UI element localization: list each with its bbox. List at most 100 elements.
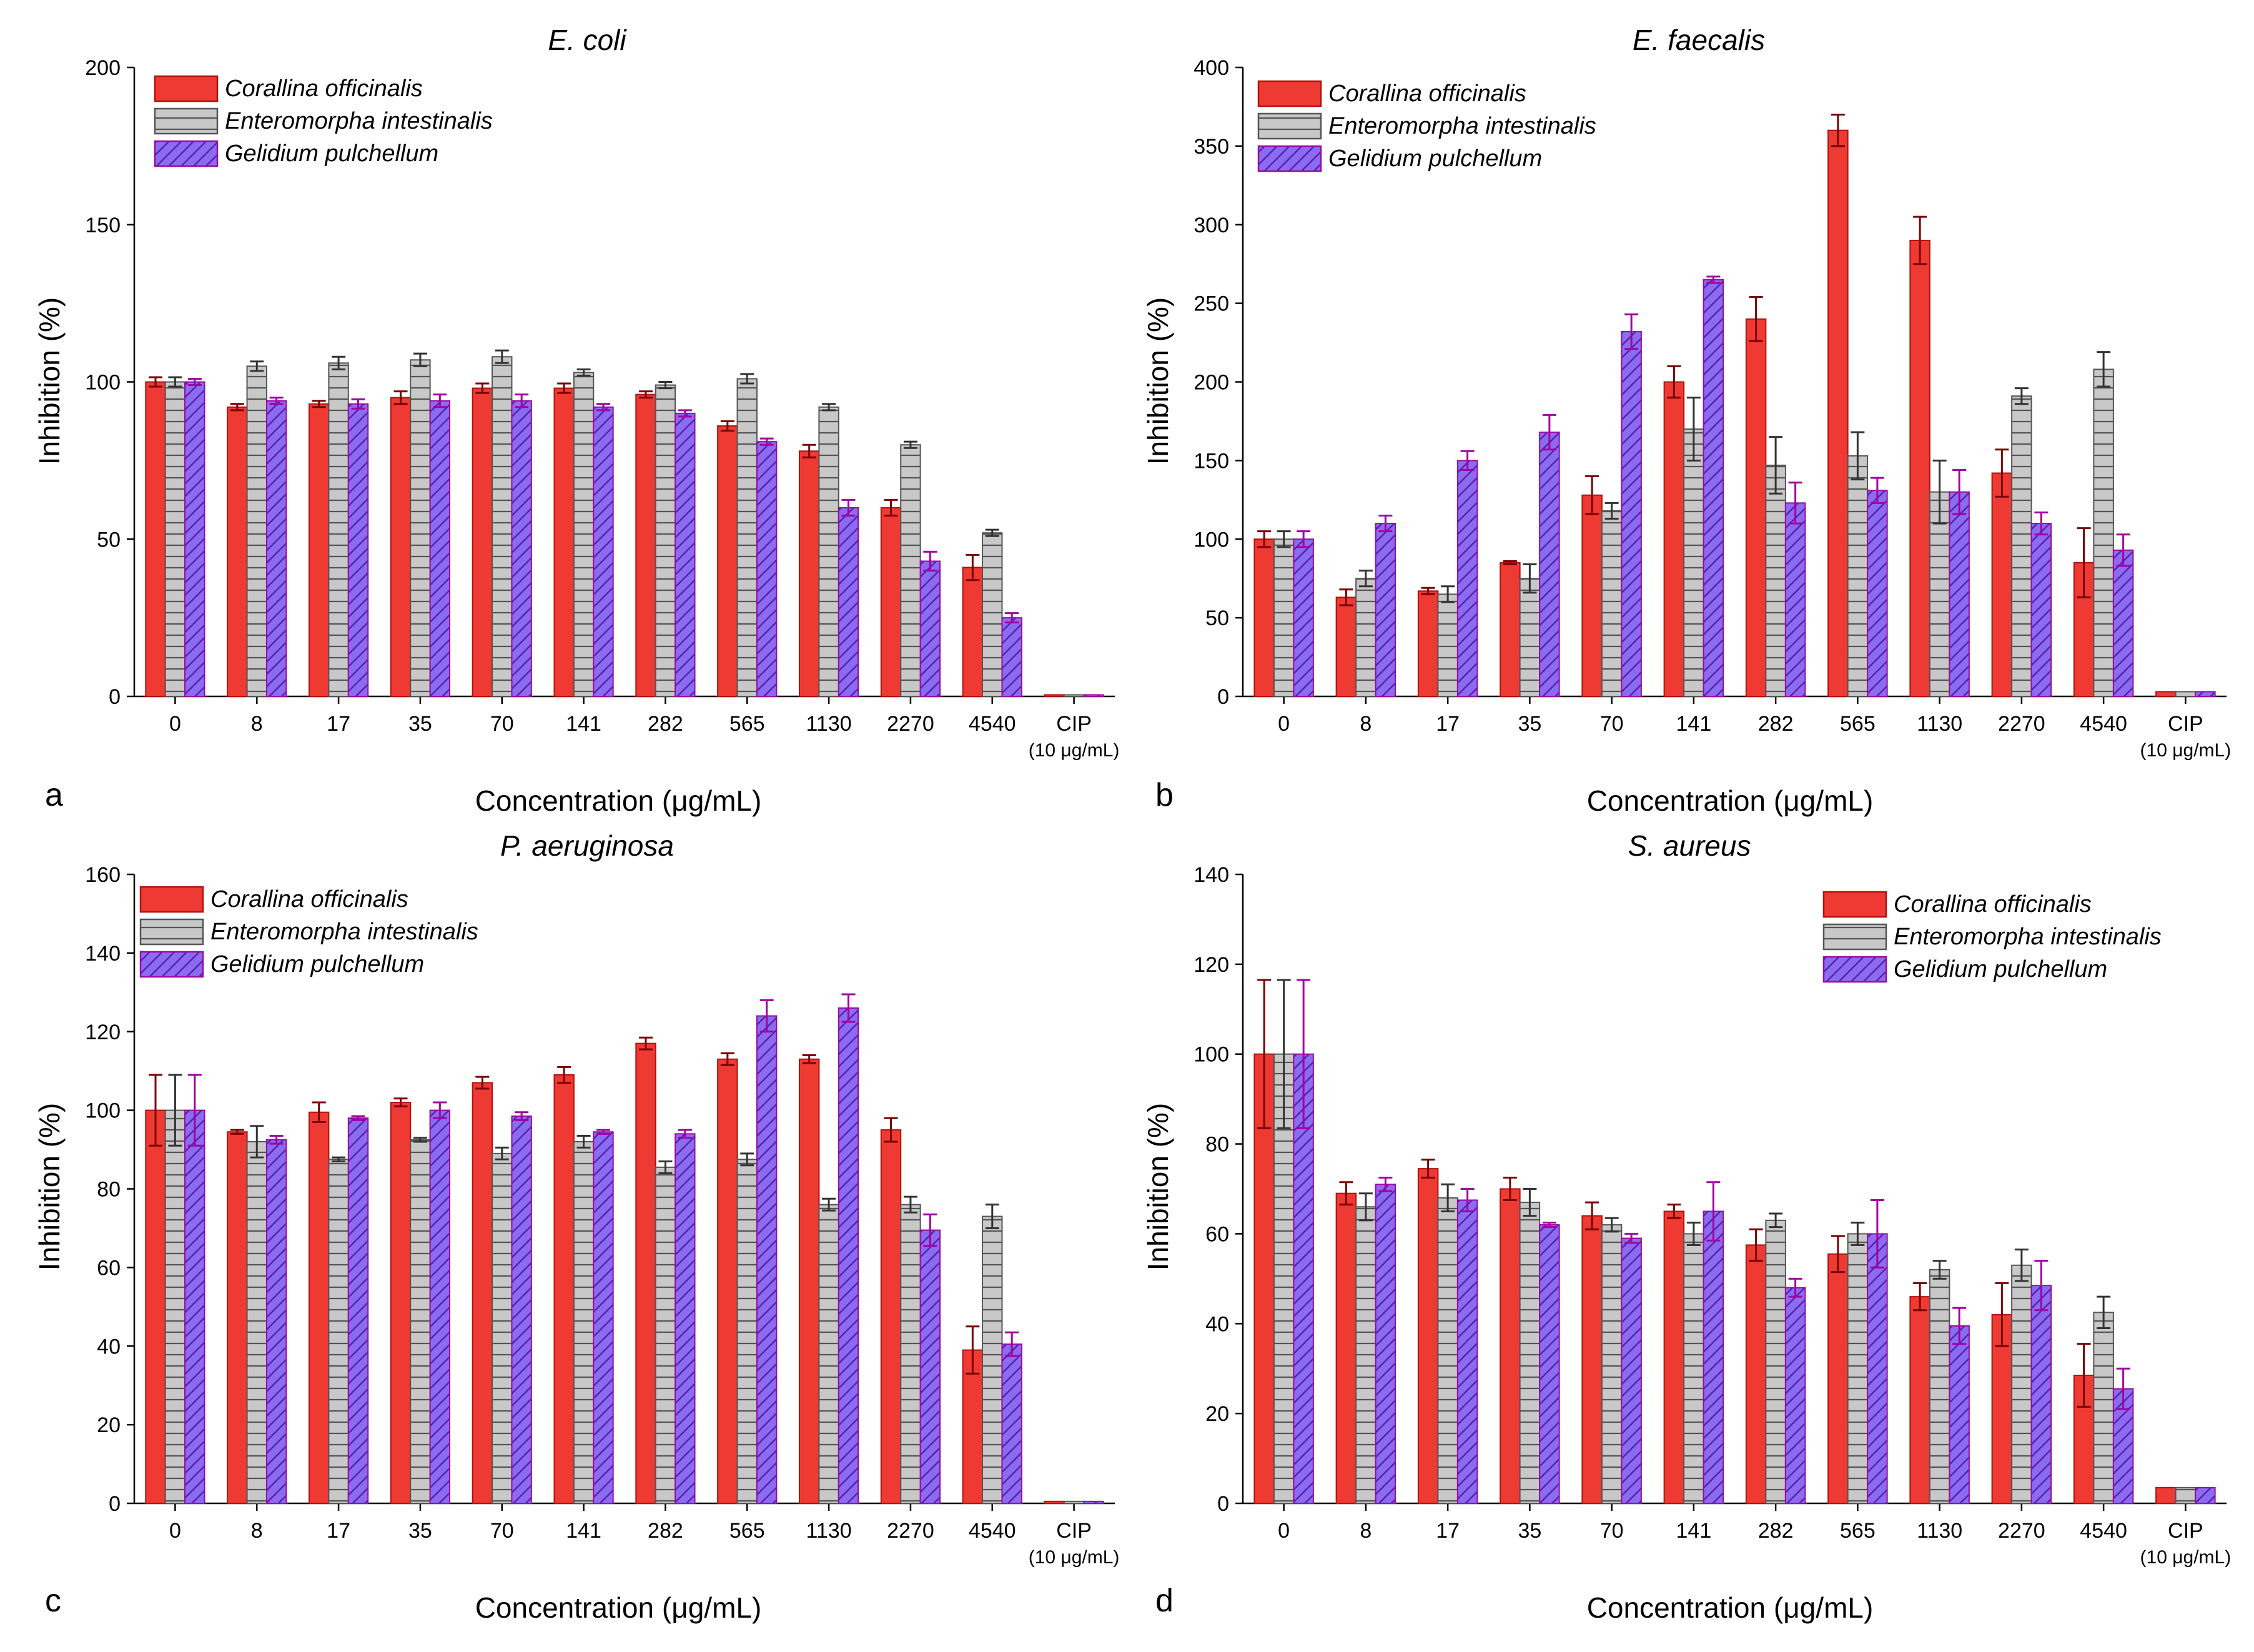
bar-enteromorpha-intestinalis bbox=[2011, 1264, 2032, 1504]
x-tick-label: 4540 bbox=[2080, 1519, 2127, 1543]
y-axis-label: Inhibition (%) bbox=[33, 297, 66, 465]
bar-gelidium-pulchellum bbox=[347, 1117, 369, 1504]
error-bar bbox=[759, 437, 774, 446]
error-bar bbox=[269, 397, 284, 405]
bar-enteromorpha-intestinalis bbox=[492, 356, 513, 697]
x-tick-label: 2270 bbox=[887, 712, 934, 736]
legend-label: Corallina officinalis bbox=[225, 76, 423, 102]
x-tick-label: 70 bbox=[1600, 1519, 1624, 1543]
plot-b: 0 50 100 150 200 250 300 350 400 0 8 17 35 70 141 282 56… bbox=[1194, 56, 2231, 761]
y-tick-label: 40 bbox=[1205, 1312, 1229, 1336]
plot-a: 0 50 100 150 200 0 8 17 35 70 141 282 565 1130 2270 454… bbox=[85, 56, 1119, 761]
error-bar bbox=[1667, 365, 1681, 399]
bar-gelidium-pulchellum bbox=[1001, 617, 1022, 697]
y-tick-label: 0 bbox=[109, 685, 121, 709]
x-tick-label: 1130 bbox=[806, 1519, 852, 1543]
error-bar bbox=[312, 1101, 326, 1124]
bar-corallina-officinalis bbox=[1253, 538, 1275, 697]
bar-gelidium-pulchellum bbox=[184, 1109, 205, 1504]
bar-enteromorpha-intestinalis bbox=[1601, 1224, 1623, 1504]
error-bar bbox=[187, 377, 202, 387]
bar-enteromorpha-intestinalis bbox=[1683, 1233, 1704, 1505]
error-bar bbox=[351, 1115, 365, 1121]
error-bar bbox=[1441, 1183, 1455, 1212]
error-bar bbox=[576, 368, 591, 377]
error-bar bbox=[822, 403, 836, 412]
error-bar bbox=[1378, 1177, 1393, 1192]
error-bar bbox=[1706, 275, 1721, 284]
error-bar bbox=[250, 1125, 264, 1159]
panel-title: E. faecalis bbox=[1633, 24, 1765, 56]
bar-corallina-officinalis bbox=[1745, 1244, 1767, 1505]
error-bar bbox=[1523, 1188, 1537, 1217]
y-tick-label: 300 bbox=[1194, 214, 1229, 237]
bar-enteromorpha-intestinalis bbox=[1519, 1202, 1541, 1505]
legend-swatch bbox=[1257, 145, 1322, 172]
error-bar bbox=[2034, 511, 2049, 536]
error-bar bbox=[332, 355, 346, 370]
error-bar bbox=[1297, 979, 1311, 1129]
legend: Corallina officinalis Enteromorpha intest… bbox=[1257, 80, 1596, 172]
bar-corallina-officinalis bbox=[1335, 1192, 1357, 1504]
error-bar bbox=[1421, 586, 1435, 595]
error-bar bbox=[759, 999, 774, 1033]
panel-letter-b: b bbox=[1155, 777, 1174, 813]
bar-gelidium-pulchellum bbox=[593, 406, 614, 698]
y-axis-label: Inhibition (%) bbox=[33, 1103, 66, 1270]
error-bar bbox=[985, 528, 999, 537]
y-tick-label: 60 bbox=[1205, 1222, 1229, 1246]
bar-corallina-officinalis bbox=[798, 1058, 820, 1504]
bar-corallina-officinalis bbox=[2155, 1486, 2177, 1504]
error-bar bbox=[2034, 1260, 2049, 1312]
error-bar bbox=[2097, 1295, 2111, 1329]
panel-letter-a: a bbox=[45, 777, 63, 813]
error-bar bbox=[515, 393, 529, 408]
cip-note: (10 μg/mL) bbox=[2140, 740, 2232, 761]
bar-enteromorpha-intestinalis bbox=[1765, 1219, 1786, 1504]
error-bar bbox=[557, 382, 571, 394]
error-bar bbox=[1441, 585, 1455, 603]
bar-corallina-officinalis bbox=[553, 387, 575, 697]
bar-corallina-officinalis bbox=[1991, 472, 2013, 697]
y-tick-label: 50 bbox=[97, 528, 121, 551]
error-bar bbox=[2014, 1249, 2029, 1282]
error-bar bbox=[1913, 215, 1927, 265]
bar-corallina-officinalis bbox=[1500, 1188, 1521, 1504]
bar-corallina-officinalis bbox=[1827, 1253, 1849, 1504]
error-bar bbox=[1005, 1331, 1019, 1357]
bar-enteromorpha-intestinalis bbox=[492, 1152, 513, 1504]
error-bar bbox=[1257, 530, 1272, 548]
error-bar bbox=[495, 1146, 509, 1160]
error-bar bbox=[966, 553, 980, 581]
error-bar bbox=[1831, 1235, 1845, 1274]
error-bar bbox=[1749, 296, 1763, 342]
x-tick-label: 565 bbox=[729, 712, 765, 736]
y-tick-label: 150 bbox=[85, 214, 121, 237]
y-tick-label: 150 bbox=[1194, 449, 1229, 473]
cip-note: (10 μg/mL) bbox=[1029, 1547, 1120, 1568]
error-bar bbox=[413, 352, 427, 367]
bar-corallina-officinalis bbox=[717, 1058, 738, 1504]
legend: Corallina officinalis Enteromorpha intest… bbox=[139, 886, 478, 978]
bar-gelidium-pulchellum bbox=[1949, 491, 1970, 697]
error-bar bbox=[312, 400, 326, 408]
x-tick-label: 17 bbox=[327, 1519, 350, 1543]
bar-corallina-officinalis bbox=[1500, 562, 1521, 698]
bar-gelidium-pulchellum bbox=[1456, 460, 1478, 697]
bar-corallina-officinalis bbox=[1044, 694, 1065, 698]
bar-gelidium-pulchellum bbox=[1539, 1224, 1560, 1504]
error-bar bbox=[639, 390, 653, 399]
x-tick-label: 8 bbox=[251, 1519, 263, 1543]
bar-corallina-officinalis bbox=[2155, 691, 2177, 698]
bar-gelidium-pulchellum bbox=[2195, 691, 2216, 698]
bar-corallina-officinalis bbox=[1335, 596, 1357, 698]
x-tick-label: 17 bbox=[327, 712, 350, 736]
legend-label: Enteromorpha intestinalis bbox=[1328, 113, 1596, 139]
x-axis-label: Concentration (μg/mL) bbox=[1587, 784, 1874, 817]
bar-enteromorpha-intestinalis bbox=[1519, 578, 1541, 697]
error-bar bbox=[1995, 1282, 2009, 1347]
bar-enteromorpha-intestinalis bbox=[818, 1204, 839, 1505]
error-bar bbox=[1624, 1232, 1639, 1244]
error-bar bbox=[1952, 1307, 1967, 1345]
